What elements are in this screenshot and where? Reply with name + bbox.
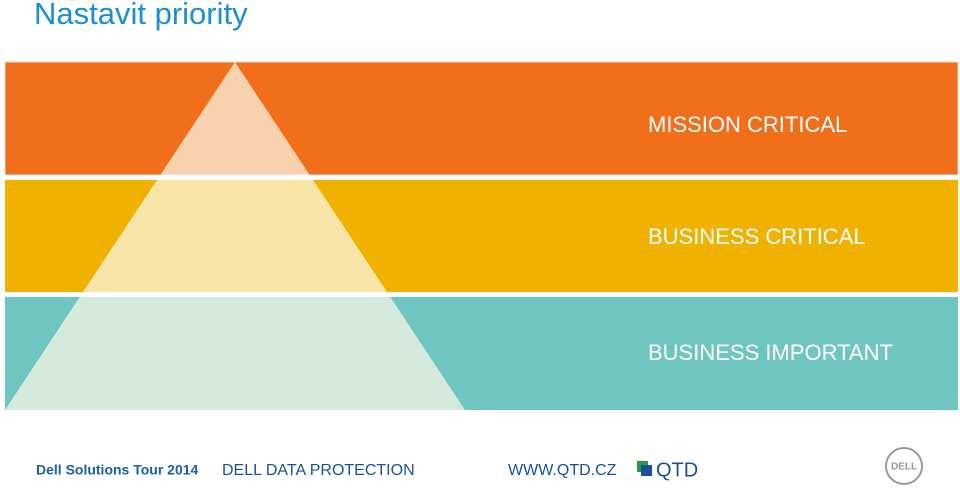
pyramid (5, 62, 465, 410)
tier-band (4, 61, 959, 176)
logo-mark (641, 465, 652, 476)
product-name: DELL DATA PROTECTION (222, 462, 415, 479)
brand-logo-ring (885, 447, 923, 485)
tier-label: BUSINESS IMPORTANT (648, 340, 893, 365)
event-name: Dell Solutions Tour 2014 (36, 462, 199, 478)
tier-label: MISSION CRITICAL (648, 112, 847, 137)
slide-title: Nastavit priority (34, 0, 248, 31)
website: WWW.QTD.CZ (508, 462, 617, 479)
tier-label: BUSINESS CRITICAL (648, 224, 866, 249)
partner-logo: QTD (656, 459, 698, 481)
brand-logo: DELL (891, 462, 917, 473)
